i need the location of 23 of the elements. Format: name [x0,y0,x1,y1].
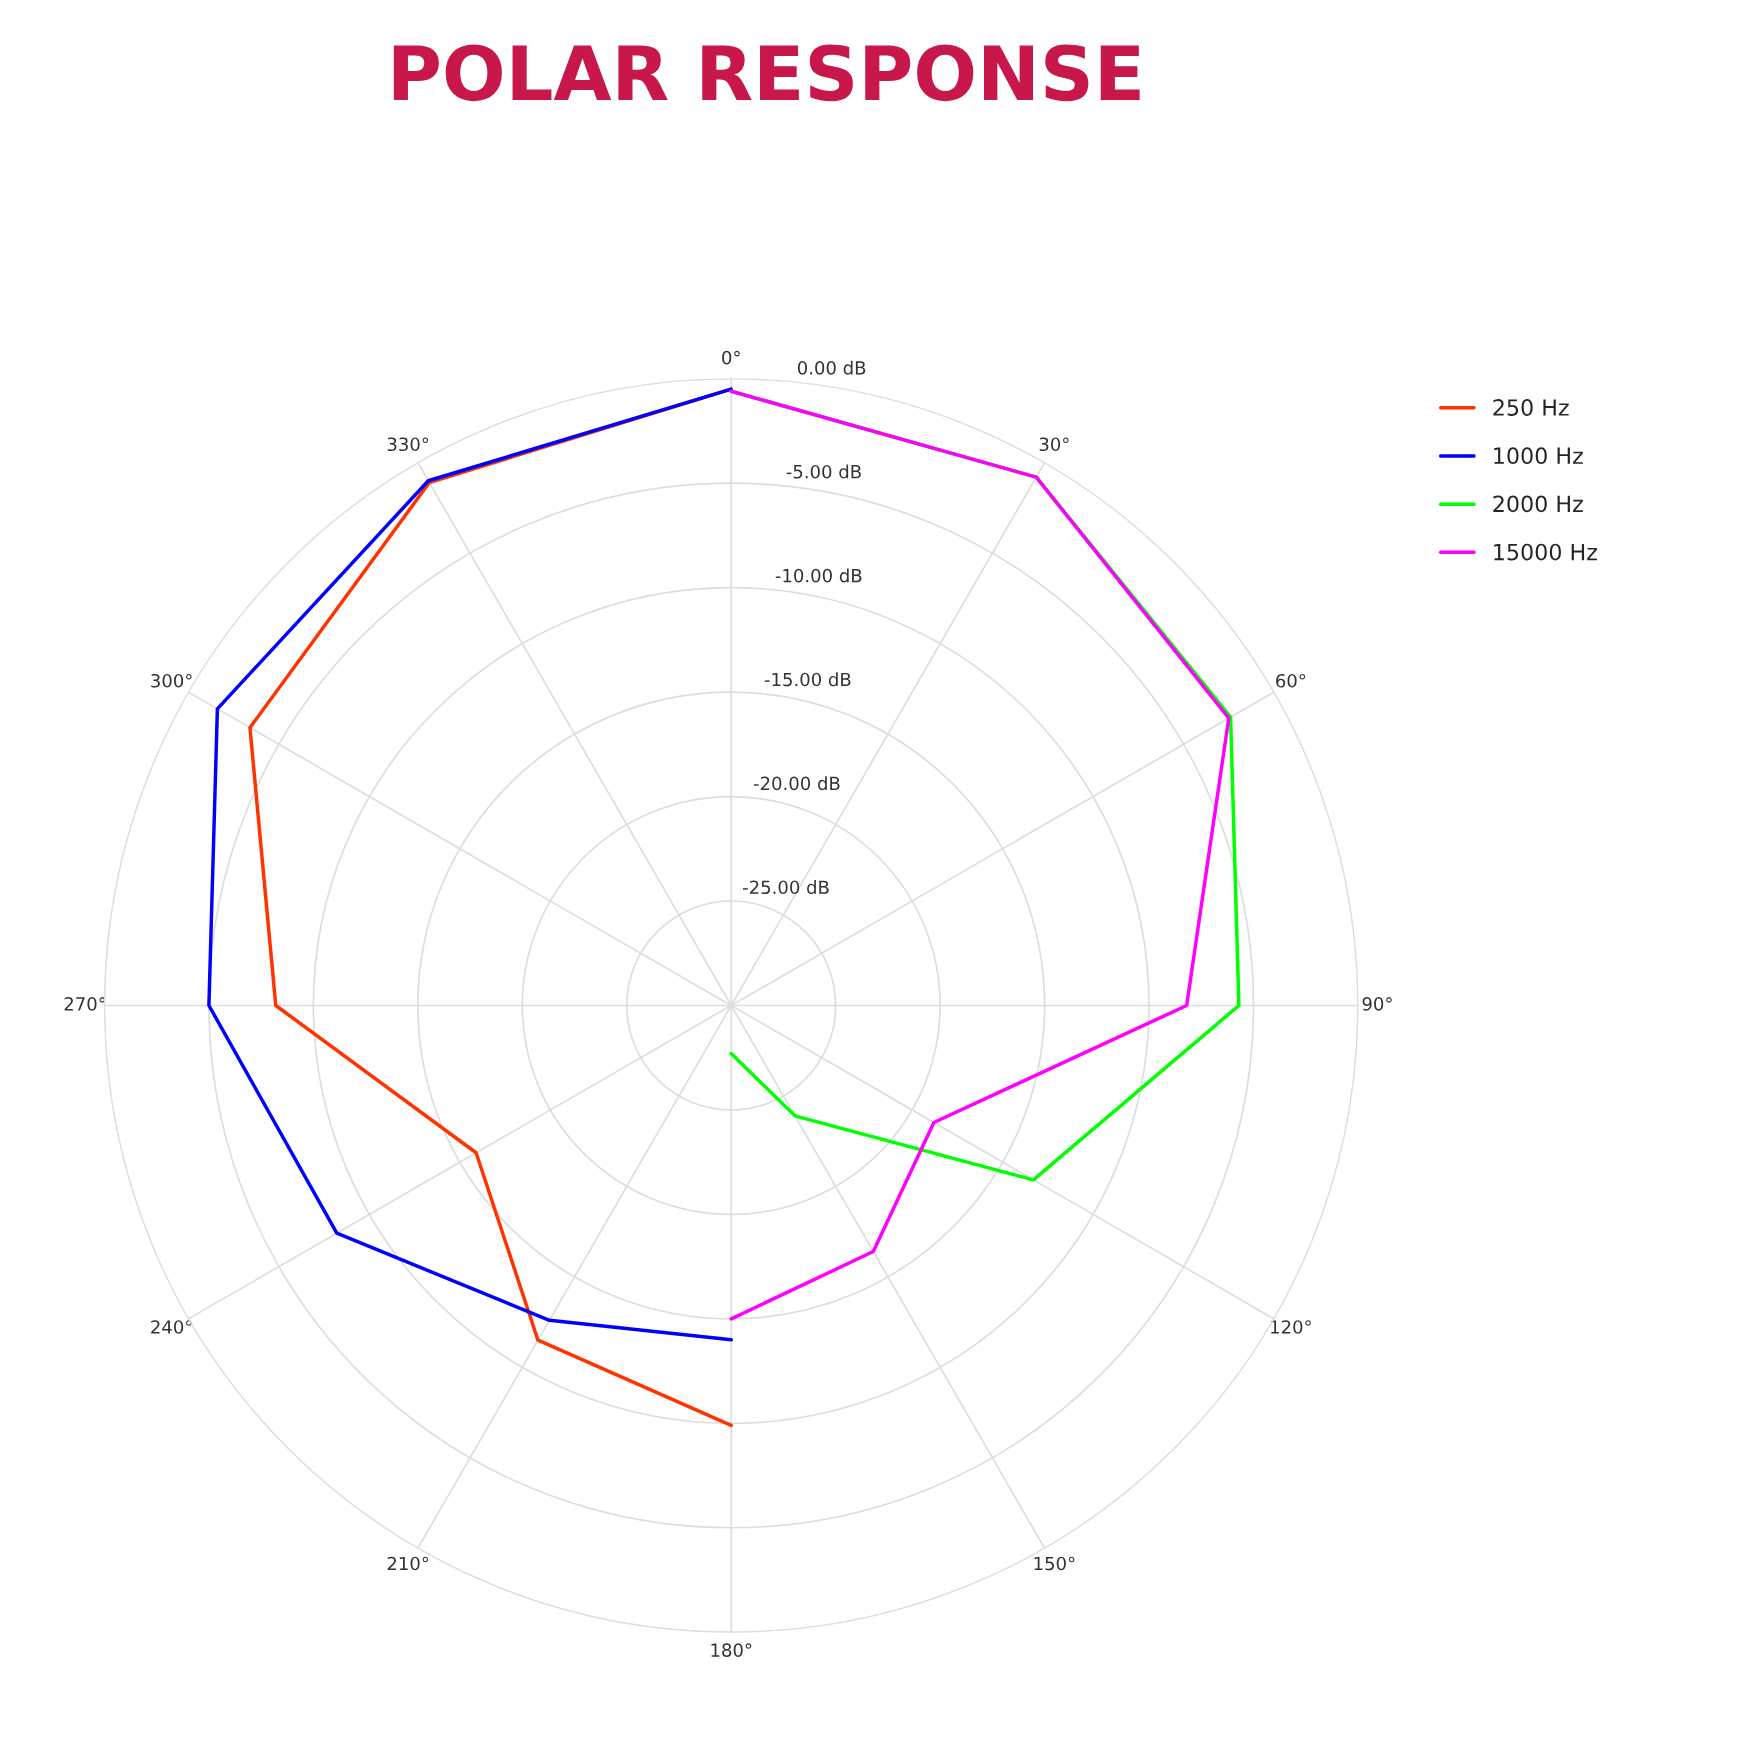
spoke-label: 270° [64,997,106,1011]
legend-label: 1000 Hz [1494,447,1583,465]
spoke-label: 300° [151,673,192,688]
y-tick-label: -5.00 dB [786,464,861,479]
spoke-label: 30° [1039,437,1069,452]
legend-label: 250 Hz [1493,399,1569,416]
spoke-label: 60° [1276,673,1306,688]
y-tick-label: -15.00 dB [764,672,851,687]
chart-title: POLAR RESPONSE [393,44,1140,102]
spoke-label: 150° [1034,1556,1075,1571]
spoke-label: 180° [711,1643,752,1657]
y-tick-label: -10.00 dB [775,568,862,583]
legend-label: 2000 Hz [1493,495,1583,513]
spoke-label: 330° [387,437,429,452]
spoke-label: 90° [1362,997,1392,1011]
y-tick-label: -25.00 dB [743,880,829,895]
spoke-label: 0° [722,350,740,365]
legend-label: 15000 Hz [1494,543,1597,561]
y-tick-label: 0.00 dB [797,360,866,375]
y-tick-label: -20.00 dB [753,776,840,791]
spoke-label: 120° [1271,1320,1311,1334]
spoke-label: 210° [387,1556,429,1571]
spoke-label: 240° [151,1320,192,1334]
